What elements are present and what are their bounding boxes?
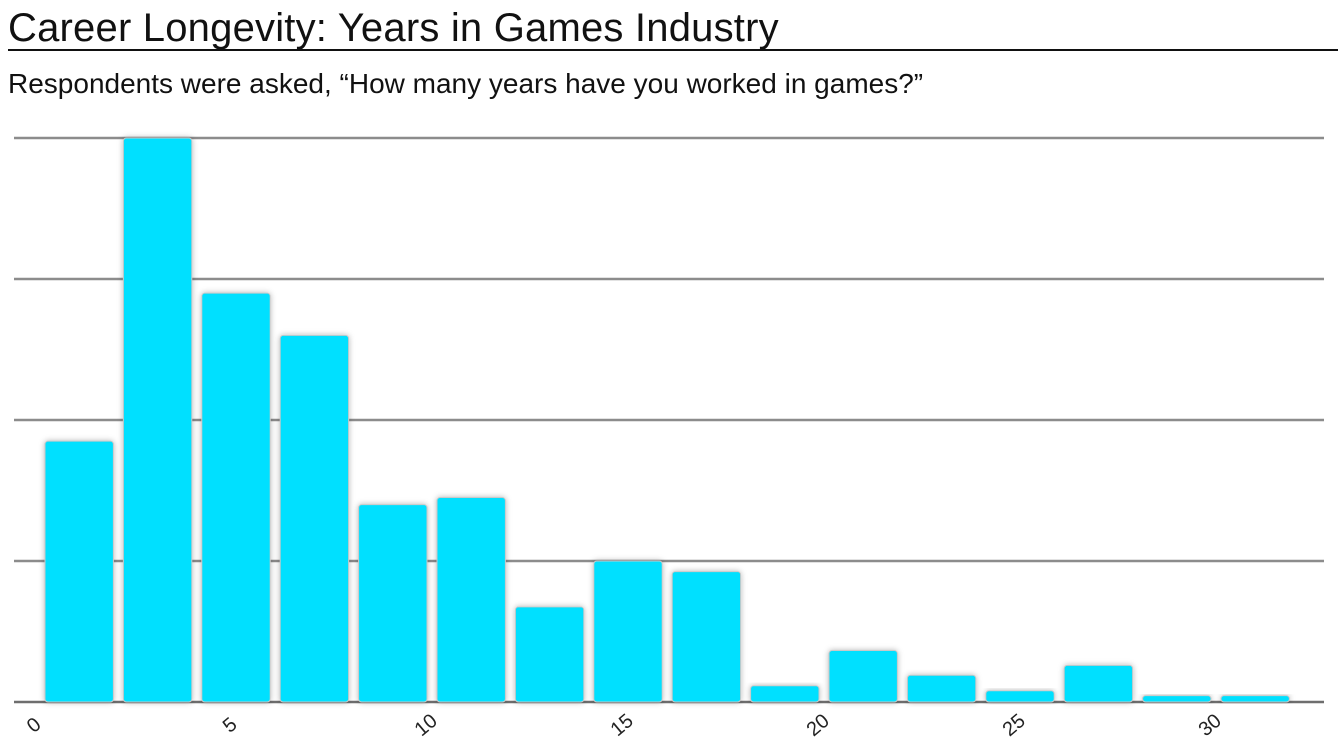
bar-years-24-26 [985,690,1055,703]
x-tick-label: 30 [1195,710,1226,741]
bar-years-28-30 [1142,695,1212,703]
bar-years-18-20 [750,685,820,703]
title-row: Career Longevity: Years in Games Industr… [8,4,1338,52]
bar-years-2-4 [122,137,193,703]
bar-years-30-32 [1220,695,1290,703]
bar-years-26-28 [1063,664,1134,703]
x-tick-label: 15 [607,710,638,741]
x-tick-label: 0 [23,713,46,737]
bar-years-16-18 [671,571,742,703]
x-tick-label: 5 [219,713,242,737]
bar-years-20-22 [828,650,898,703]
x-axis-ticks: 0 5 10 15 20 25 30 [23,710,1226,741]
bar-years-4-6 [201,292,271,703]
bar-years-12-14 [514,606,585,703]
bars [44,137,1290,703]
x-tick-label: 20 [803,710,834,741]
bar-years-22-24 [906,674,977,703]
bar-years-8-10 [358,504,428,703]
title-underline [8,49,1338,51]
bar-years-6-8 [279,334,350,703]
bar-years-14-16 [593,560,663,703]
page-subtitle: Respondents were asked, “How many years … [8,68,924,99]
bar-years-10-12 [436,497,506,703]
x-tick-label: 10 [411,710,442,741]
bar-years-0-2 [44,440,114,703]
x-tick-label: 25 [999,710,1030,741]
page-title: Career Longevity: Years in Games Industr… [8,6,779,50]
